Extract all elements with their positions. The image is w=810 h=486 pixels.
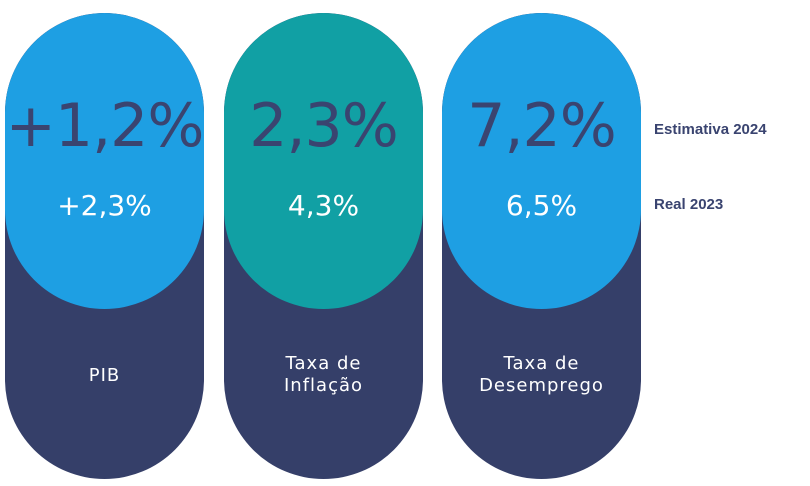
- category-label-inflacao: Taxa de Inflação: [224, 353, 423, 397]
- category-label-pib: PIB: [5, 365, 204, 387]
- category-label-line: PIB: [88, 365, 121, 386]
- pill-top-inflacao: [224, 13, 423, 309]
- legend-real: Real 2023: [654, 196, 724, 213]
- category-label-line: Taxa de: [285, 353, 362, 374]
- category-label-line: Inflação: [283, 375, 364, 396]
- real-value-inflacao: 4,3%: [287, 189, 360, 222]
- estimate-value-inflacao: 2,3%: [249, 91, 398, 161]
- pill-pib: +1,2% +2,3% PIB: [5, 13, 204, 479]
- real-value-desemprego: 6,5%: [505, 189, 578, 222]
- category-label-line: Taxa de: [503, 353, 580, 374]
- estimate-value-pib: +1,2%: [5, 91, 204, 161]
- estimate-value-desemprego: 7,2%: [467, 91, 616, 161]
- pill-inflacao: 2,3% 4,3% Taxa de Inflação: [224, 13, 423, 479]
- pill-top-pib: [5, 13, 204, 309]
- real-value-pib: +2,3%: [57, 189, 152, 222]
- category-label-line: Desemprego: [479, 375, 604, 396]
- legend-estimate: Estimativa 2024: [654, 121, 767, 138]
- pill-desemprego: 7,2% 6,5% Taxa de Desemprego: [442, 13, 641, 479]
- category-label-desemprego: Taxa de Desemprego: [442, 353, 641, 397]
- pill-top-desemprego: [442, 13, 641, 309]
